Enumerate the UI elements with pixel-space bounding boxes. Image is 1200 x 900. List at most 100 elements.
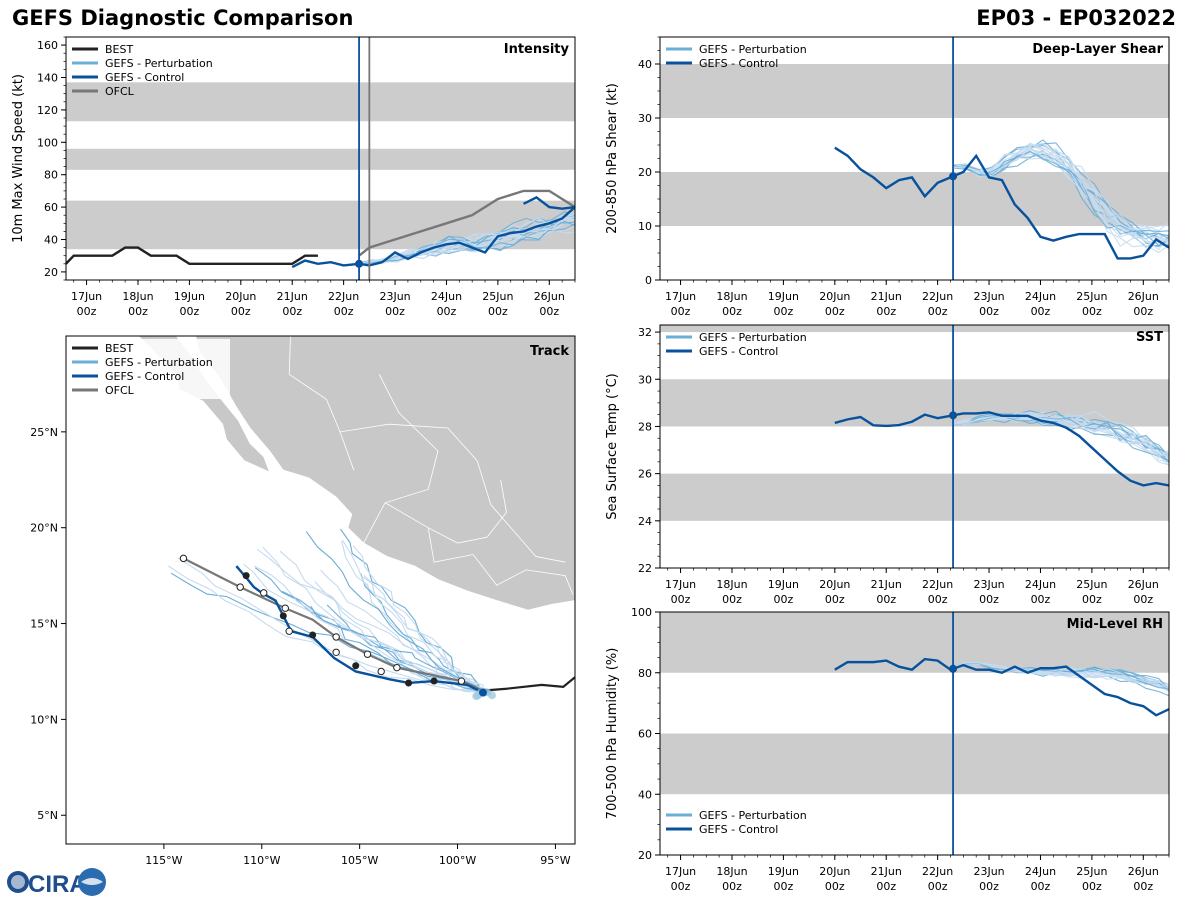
x-tick-label: 00z: [774, 593, 794, 606]
panel-title: Intensity: [504, 42, 570, 57]
control-track-point: [430, 677, 438, 685]
x-tick-label: 00z: [825, 593, 845, 606]
x-tick-label: 24Jun: [1025, 865, 1056, 878]
storm-id-title: EP03 - EP032022: [976, 6, 1176, 30]
control-track-point: [352, 662, 360, 670]
ofcl-track-point: [179, 554, 188, 563]
y-tick-label: 160: [37, 39, 58, 52]
x-tick-label: 23Jun: [379, 290, 410, 303]
perturbation-member-line: [953, 148, 1169, 249]
legend-label: GEFS - Perturbation: [105, 57, 213, 70]
y-tick-label: 100: [37, 136, 58, 149]
ofcl-track-point: [393, 663, 401, 672]
member-init-point: [487, 691, 496, 700]
x-tick-label: 23Jun: [973, 865, 1004, 878]
legend-label: GEFS - Perturbation: [699, 331, 807, 344]
perturbation-member-line: [953, 151, 1169, 240]
x-tick-label: 22Jun: [922, 865, 953, 878]
x-tick-label: 00z: [876, 880, 896, 893]
plot-frame: [659, 324, 1170, 569]
x-tick-label: 00z: [1031, 880, 1051, 893]
y-tick-label: 20°N: [30, 522, 58, 535]
plot-frame: [65, 335, 576, 845]
threshold-band: [660, 473, 1169, 521]
x-tick-label: 18Jun: [716, 865, 747, 878]
x-tick-label: 23Jun: [973, 290, 1004, 303]
ofcl-track-point: [281, 604, 289, 612]
legend-label: OFCL: [105, 85, 135, 98]
shear-panel: 0 10 20 30 40 17Jun 00z 18Jun 00z 19Jun 00z 20Jun 00…: [605, 36, 1170, 318]
ofcl-track-point: [332, 633, 340, 641]
sst-plot-area: [660, 325, 1169, 568]
control-line: [291, 206, 575, 269]
x-tick-label: 00z: [825, 305, 845, 318]
y-tick-label: 40: [44, 234, 58, 247]
x-tick-label: 19Jun: [174, 290, 205, 303]
x-tick-label: 00z: [671, 305, 691, 318]
x-tick-label: 00z: [928, 305, 948, 318]
x-tick-label: 00z: [1133, 305, 1153, 318]
shear-plot-area: [660, 37, 1169, 280]
threshold-band: [660, 612, 1169, 673]
intensity-plot-area: [66, 37, 575, 280]
y-tick-label: 26: [638, 468, 652, 481]
y-tick-label: 28: [638, 420, 652, 433]
x-tick-label: 20Jun: [819, 578, 850, 591]
state-border: [340, 423, 478, 461]
x-tick-label: 00z: [722, 593, 742, 606]
x-tick-label: 115°W: [145, 854, 182, 867]
perturbation-member-line: [953, 150, 1169, 233]
x-tick-label: 18Jun: [716, 578, 747, 591]
legend-label: GEFS - Control: [699, 57, 778, 70]
page-title: GEFS Diagnostic Comparison: [12, 6, 354, 30]
x-tick-label: 25Jun: [1076, 578, 1107, 591]
y-tick-label: 60: [44, 201, 58, 214]
y-tick-label: 80: [638, 667, 652, 680]
x-tick-label: 22Jun: [922, 578, 953, 591]
x-tick-label: 19Jun: [768, 578, 799, 591]
legend-label: BEST: [105, 342, 133, 355]
x-tick-label: 00z: [1082, 593, 1102, 606]
x-tick-label: 17Jun: [71, 290, 102, 303]
y-axis-label: Sea Surface Temp (°C): [605, 373, 620, 520]
y-tick-label: 30: [638, 112, 652, 125]
legend-label: GEFS - Perturbation: [699, 43, 807, 56]
x-tick-label: 00z: [722, 305, 742, 318]
init-marker: [949, 411, 958, 420]
y-axis-label: 10m Max Wind Speed (kt): [11, 74, 26, 243]
y-tick-label: 32: [638, 326, 652, 339]
state-border: [427, 527, 574, 595]
x-tick-label: 24Jun: [1025, 290, 1056, 303]
forecast-track-point: [260, 589, 268, 597]
x-tick-label: 00z: [128, 305, 148, 318]
x-tick-label: 00z: [671, 593, 691, 606]
threshold-band: [66, 200, 575, 250]
logo-lettering: CIRA: [28, 871, 87, 898]
ofcl-track-point: [363, 650, 372, 658]
threshold-band: [660, 733, 1169, 795]
x-tick-label: 00z: [928, 593, 948, 606]
y-tick-label: 40: [638, 788, 652, 801]
x-tick-label: 17Jun: [665, 578, 696, 591]
x-tick-label: 20Jun: [225, 290, 256, 303]
panel-title: Track: [530, 344, 569, 359]
y-tick-label: 22: [638, 562, 652, 575]
x-tick-label: 26Jun: [1128, 865, 1159, 878]
y-tick-label: 24: [638, 515, 652, 528]
x-tick-label: 25Jun: [1076, 865, 1107, 878]
x-tick-label: 26Jun: [1128, 578, 1159, 591]
x-tick-label: 19Jun: [768, 290, 799, 303]
x-tick-label: 25Jun: [482, 290, 513, 303]
x-tick-label: 20Jun: [819, 865, 850, 878]
x-tick-label: 21Jun: [871, 290, 902, 303]
track-panel: 115°W 110°W 105°W 100°W 95°W 5°N 10°N 15°N 20°N 2…: [30, 335, 576, 867]
panel-title: Mid-Level RH: [1067, 617, 1163, 632]
x-tick-label: 00z: [282, 305, 302, 318]
x-tick-label: 00z: [437, 305, 457, 318]
x-tick-label: 21Jun: [871, 865, 902, 878]
track-map-area: [137, 336, 575, 701]
x-tick-label: 00z: [928, 880, 948, 893]
x-tick-label: 00z: [671, 880, 691, 893]
